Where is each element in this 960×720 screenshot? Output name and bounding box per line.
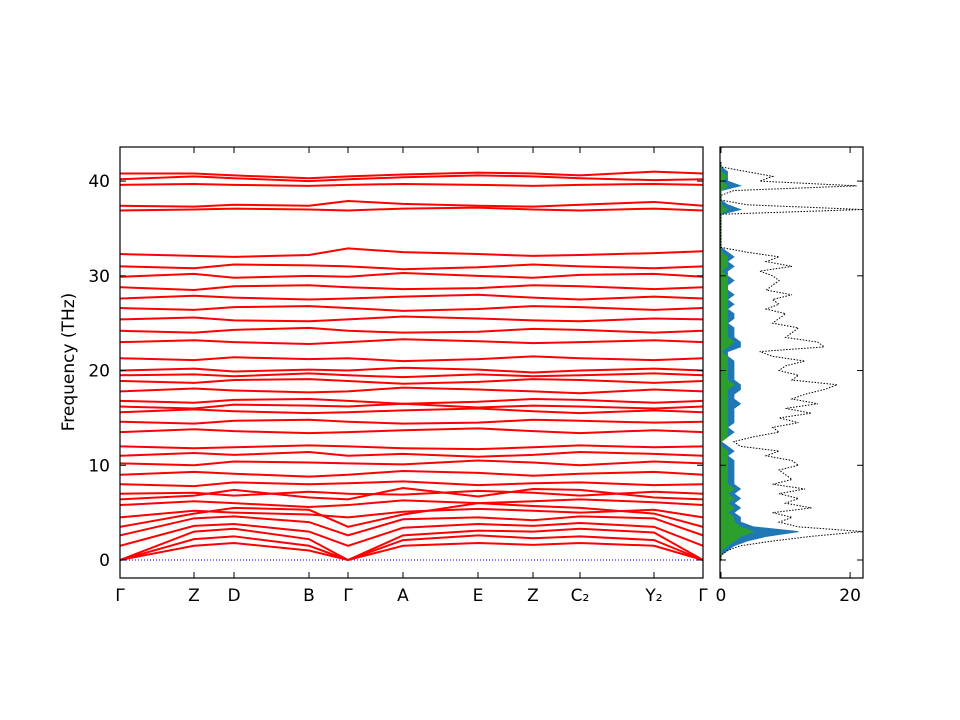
- partial-dos: [720, 161, 799, 562]
- y-axis-label: Frequency (THz): [59, 293, 79, 432]
- band: [119, 451, 704, 458]
- band: [119, 199, 704, 208]
- total-dos: [720, 162, 864, 560]
- dos-x-tick-label: 0: [716, 586, 727, 606]
- band: [119, 372, 704, 379]
- y-tick-label: 30: [88, 267, 110, 287]
- band: [119, 498, 704, 508]
- x-tick-label: Γ: [343, 586, 353, 606]
- band: [119, 522, 704, 547]
- band: [119, 444, 704, 451]
- band: [119, 182, 704, 187]
- band: [119, 397, 704, 405]
- band: [119, 378, 704, 385]
- band: [119, 206, 704, 212]
- band: [119, 407, 704, 415]
- x-tick-label: A: [397, 586, 409, 606]
- band: [119, 338, 704, 346]
- y-tick-label: 40: [88, 172, 110, 192]
- y-tick-label: 20: [88, 362, 110, 382]
- band: [119, 271, 704, 279]
- band: [119, 427, 704, 435]
- plot-frame: [119, 146, 704, 579]
- band: [119, 502, 704, 528]
- band: [119, 315, 704, 323]
- band: [119, 386, 704, 395]
- band: [120, 170, 704, 180]
- x-tick-label: Z: [188, 586, 200, 606]
- y-tick-label: 0: [99, 551, 110, 571]
- band: [119, 293, 704, 301]
- band: [119, 515, 704, 537]
- y-tick-label: 10: [88, 456, 110, 476]
- band: [119, 486, 704, 501]
- band: [119, 366, 704, 374]
- x-tick-label: Y₂: [644, 586, 662, 606]
- x-tick-label: D: [227, 586, 240, 606]
- band: [119, 459, 704, 467]
- x-tick-label: Γ: [115, 586, 125, 606]
- band: [119, 527, 704, 562]
- dos-x-tick-label: 20: [839, 586, 861, 606]
- band: [119, 263, 704, 271]
- band: [119, 534, 704, 562]
- band: [119, 418, 704, 425]
- band: [119, 489, 704, 497]
- x-tick-label: C₂: [571, 586, 590, 606]
- band: [119, 247, 704, 258]
- band: [119, 174, 704, 183]
- band: [119, 480, 704, 488]
- x-tick-label: B: [303, 586, 315, 606]
- x-tick-label: Γ: [698, 586, 708, 606]
- dos-frame: [719, 146, 864, 579]
- band: [119, 305, 704, 312]
- band: [119, 507, 704, 519]
- band: [119, 326, 704, 334]
- band: [119, 284, 704, 292]
- band: [119, 541, 704, 562]
- x-tick-label: Z: [527, 586, 539, 606]
- band: [119, 355, 704, 363]
- x-tick-label: E: [473, 586, 484, 606]
- partial-dos: [720, 161, 755, 562]
- band: [119, 469, 704, 478]
